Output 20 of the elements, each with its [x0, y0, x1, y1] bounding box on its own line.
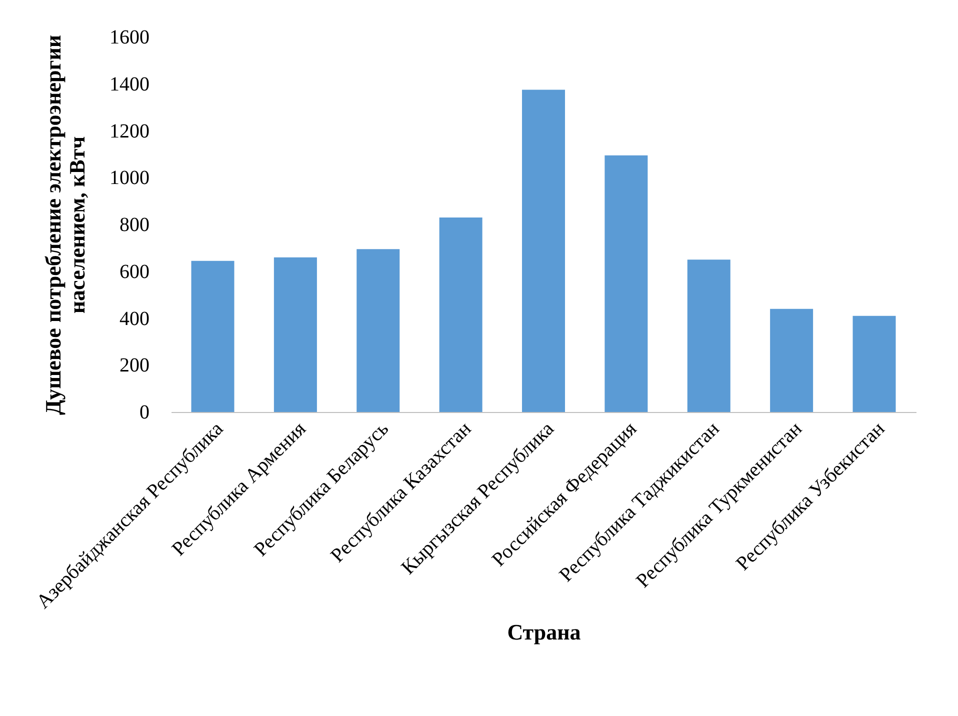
y-tick-label: 1400 [110, 73, 150, 96]
y-axis-title: Душевое потребление электроэнергии населением, кВтч [40, 34, 90, 416]
bar [522, 90, 565, 412]
bar [274, 257, 317, 412]
y-tick-label: 1000 [110, 167, 150, 190]
y-tick-label: 800 [120, 214, 150, 236]
y-tick-label: 0 [140, 402, 150, 424]
bar [191, 260, 234, 412]
y-tick-label: 400 [120, 308, 150, 330]
y-tick-label: 1600 [110, 26, 150, 48]
y-tick-label: 200 [120, 354, 150, 377]
bar [439, 217, 482, 412]
bar [356, 249, 400, 412]
y-tick-label: 600 [120, 260, 150, 283]
bar [687, 260, 730, 412]
bar [770, 308, 814, 412]
x-axis-title: Страна [507, 619, 581, 644]
bar [852, 316, 896, 412]
bar [604, 155, 648, 412]
y-tick-label: 1200 [110, 120, 150, 142]
